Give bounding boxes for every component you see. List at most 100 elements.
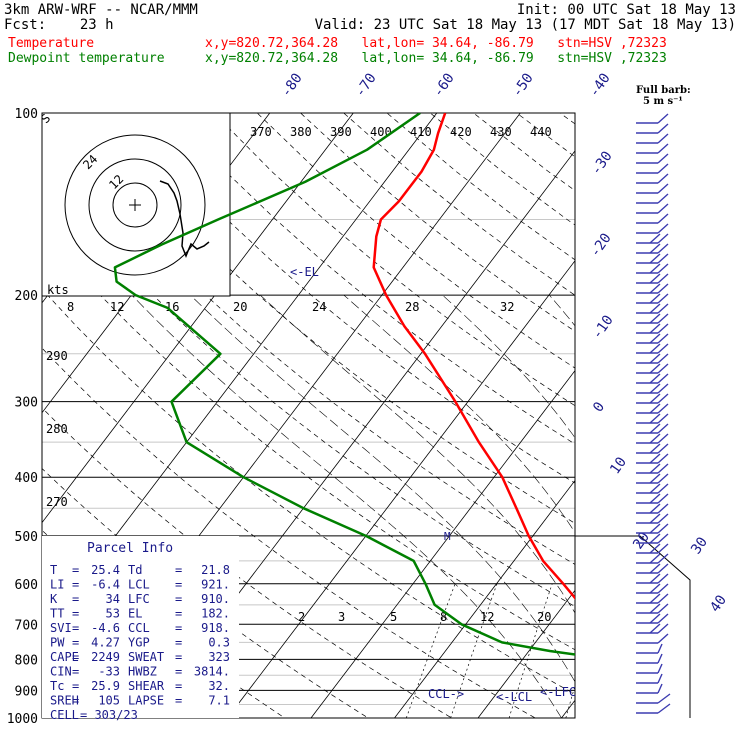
wind-barb-flag [657, 143, 669, 154]
wind-barb-flag [657, 353, 669, 364]
hodograph-unit: kts [47, 283, 69, 297]
wind-barb-flag [649, 483, 661, 494]
isotherm-label: 30 [688, 534, 711, 557]
isotherm [42, 113, 354, 524]
hodograph-speed-label: 20 [233, 300, 247, 314]
parcel-info-value: 918. [201, 621, 230, 635]
parcel-info-equals: = [72, 679, 79, 693]
wind-barb-flag [657, 273, 669, 284]
wind-barb-flag [649, 533, 661, 544]
parcel-info-equals: = [72, 636, 79, 650]
parcel-info-label: Tc [50, 679, 64, 693]
parcel-info-label: SWEAT [128, 650, 164, 664]
pressure-tick-label: 1000 [7, 712, 38, 727]
wind-barb-flag [649, 583, 661, 594]
theta-label: 370 [250, 125, 272, 139]
theta-label: 390 [330, 125, 352, 139]
isotherm-label: -70 [352, 70, 380, 100]
wind-barb-flag [657, 333, 669, 344]
wind-barb-flag [657, 343, 669, 354]
mixing-ratio-label: 5 [390, 610, 397, 624]
level-marker: <-EL [290, 265, 319, 279]
temperature-legend: Temperature [8, 36, 95, 51]
wind-barb-flag [657, 453, 669, 464]
parcel-info-label: PW [50, 636, 65, 650]
mixing-ratio-label: 12 [480, 610, 494, 624]
parcel-info-value: 21.8 [201, 563, 230, 577]
dry-adiabat [127, 113, 575, 484]
wind-barb-flag [657, 383, 669, 394]
parcel-info-equals: = [175, 650, 182, 664]
isotherm [729, 113, 740, 718]
wind-barb-flag [649, 563, 661, 574]
parcel-info-label: LCL [128, 578, 150, 592]
parcel-info-label: SVI [50, 621, 72, 635]
wind-barb-flag [657, 153, 669, 164]
wind-barb-flag [657, 423, 669, 434]
pressure-tick-label: 500 [15, 530, 38, 545]
parcel-info-label: T [50, 563, 57, 577]
parcel-info-title: Parcel Info [87, 541, 173, 556]
wind-barb-flag [657, 553, 669, 564]
hodograph-ring-label: S [38, 111, 53, 126]
mixing-ratio-label: 2 [298, 610, 305, 624]
parcel-info-equals: = [175, 563, 182, 577]
full-barb-value: 5 m s⁻¹ [643, 96, 683, 107]
level-marker: <-LCL [496, 690, 532, 704]
wind-barb-flag [657, 543, 669, 554]
parcel-info-equals: = [72, 665, 79, 679]
wind-barb-flag [657, 183, 669, 194]
parcel-info-equals: = [72, 621, 79, 635]
dry-adiabat [516, 113, 575, 158]
wind-barb-flag [657, 433, 669, 444]
wind-barb-flag [649, 473, 661, 484]
dry-adiabat [343, 113, 575, 296]
dry-adiabat [559, 113, 575, 125]
parcel-info-value: 25.4 [91, 563, 120, 577]
parcel-info-value: 25.9 [91, 679, 120, 693]
isotherm-label: -80 [278, 70, 306, 100]
parcel-info-equals: = [175, 607, 182, 621]
wind-barb-flag [657, 163, 669, 174]
wind-barb-flag [657, 583, 669, 594]
mixing-ratio-label: 20 [537, 610, 551, 624]
isotherm-label: -60 [430, 70, 458, 100]
parcel-info-value: 34 [106, 592, 120, 606]
wind-barb-flag [657, 263, 669, 274]
dewpoint-location: x,y=820.72,364.28 lat,lon= 34.64, -86.79… [205, 51, 667, 66]
isotherm-label: 20 [630, 529, 653, 552]
wind-barb-flag [657, 303, 669, 314]
parcel-info-equals: = [175, 636, 182, 650]
parcel-info-value: 323 [208, 650, 230, 664]
parcel-info-equals: = [175, 665, 182, 679]
wind-barb-flag [649, 303, 661, 314]
wind-barb-flag [649, 433, 661, 444]
isotherm [394, 479, 575, 718]
wind-barb-flag [657, 563, 669, 574]
hodograph-speed-label: 28 [405, 300, 419, 314]
parcel-info-equals: = [175, 694, 182, 708]
dewpoint-legend: Dewpoint temperature [8, 51, 165, 66]
parcel-info-equals: = [175, 592, 182, 606]
hodograph-speed-label: 8 [67, 300, 74, 314]
wind-barb-flag [657, 323, 669, 334]
wind-barb-flag [649, 323, 661, 334]
parcel-info-value: -6.4 [91, 578, 120, 592]
pressure-tick-label: 400 [15, 471, 38, 486]
isotherm [227, 260, 575, 718]
dry-adiabat [603, 113, 740, 731]
wind-barb-flag [657, 443, 669, 454]
wind-barb-flag [649, 343, 661, 354]
wind-barb-flag [649, 283, 661, 294]
pressure-tick-label: 300 [15, 396, 38, 411]
parcel-info-equals: = [72, 592, 79, 606]
wind-barb-flag [649, 443, 661, 454]
mixing-ratio-label: 8 [440, 610, 447, 624]
wind-barb-flag [649, 353, 661, 364]
wind-barb-flag [649, 393, 661, 404]
dry-adiabat [429, 113, 575, 226]
theta-label: 400 [370, 125, 392, 139]
dry-adiabat [647, 113, 740, 731]
parcel-info-label: CCL [128, 621, 150, 635]
wind-barb-flag [657, 113, 669, 124]
